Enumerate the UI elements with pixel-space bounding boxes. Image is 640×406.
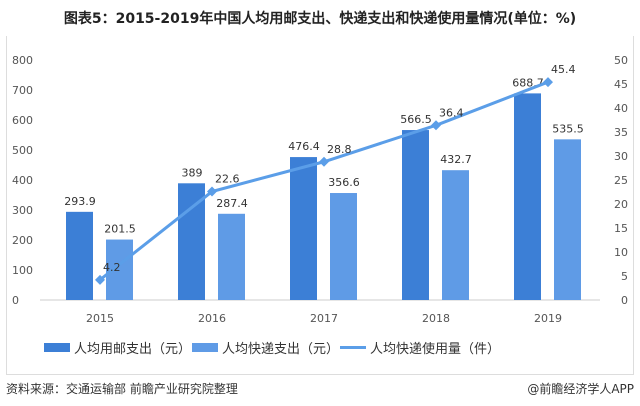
bar-postal (178, 183, 205, 300)
credit: @前瞻经济学人APP (527, 382, 634, 396)
y-right-tick: 0 (621, 294, 628, 307)
bar-postal-label: 566.5 (400, 113, 432, 126)
bar-express-label: 432.7 (440, 153, 472, 166)
bar-postal (290, 157, 317, 300)
y-right-tick: 35 (614, 126, 628, 139)
x-tick: 2019 (534, 312, 562, 325)
y-right-tick: 25 (614, 174, 628, 187)
y-right-tick: 5 (621, 270, 628, 283)
legend-item: 人均快递使用量（件） (340, 338, 500, 357)
bar-postal (402, 130, 429, 300)
y-right-tick: 45 (614, 78, 628, 91)
bar-postal (514, 93, 541, 300)
x-tick: 2015 (86, 312, 114, 325)
legend-label: 人均快递支出（元） (222, 342, 340, 357)
line-usage-label: 28.8 (327, 143, 352, 156)
legend-item: 人均用邮支出（元） (44, 338, 191, 357)
legend-item: 人均快递支出（元） (192, 338, 339, 357)
y-left-tick: 300 (12, 204, 33, 217)
line-usage-label: 22.6 (215, 173, 240, 186)
chart-title: 图表5：2015-2019年中国人均用邮支出、快递支出和快递使用量情况(单位：%… (63, 11, 577, 27)
bar-postal-label: 389 (182, 166, 203, 179)
y-right-tick: 20 (614, 198, 628, 211)
bar-postal-label: 688.7 (512, 76, 544, 89)
y-right-tick: 10 (614, 246, 628, 259)
bar-express (554, 139, 581, 300)
y-left-tick: 700 (12, 84, 33, 97)
bar-express (442, 170, 469, 300)
bar-express-label: 356.6 (328, 176, 360, 189)
y-right-tick: 50 (614, 54, 628, 67)
y-left-tick: 600 (12, 114, 33, 127)
x-tick: 2018 (422, 312, 450, 325)
line-usage-label: 36.4 (439, 106, 464, 119)
line-usage (99, 80, 549, 282)
x-tick: 2016 (198, 312, 226, 325)
y-right-tick: 15 (614, 222, 628, 235)
y-left-tick: 400 (12, 174, 33, 187)
x-tick: 2017 (310, 312, 338, 325)
line-usage-marker (207, 186, 217, 197)
legend-label: 人均快递使用量（件） (370, 342, 501, 357)
legend-line-icon (340, 346, 366, 349)
y-left-tick: 500 (12, 144, 33, 157)
legend-label: 人均用邮支出（元） (74, 342, 192, 357)
bar-express (330, 193, 357, 300)
y-left-tick: 200 (12, 234, 33, 247)
line-usage-label: 45.4 (551, 63, 576, 76)
legend-bar-icon (44, 343, 70, 352)
bar-postal-label: 476.4 (288, 140, 320, 153)
bar-express-label: 201.5 (104, 223, 136, 236)
chart-frame (6, 36, 634, 375)
line-usage-label: 4.2 (103, 261, 121, 274)
source-note: 资料来源：交通运输部 前瞻产业研究院整理 (6, 382, 238, 396)
bar-postal-label: 293.9 (64, 195, 96, 208)
bar-express-label: 287.4 (216, 197, 248, 210)
legend-bar-icon (192, 343, 218, 352)
line-usage-marker (319, 156, 329, 167)
y-left-tick: 0 (12, 294, 19, 307)
line-usage-marker (431, 120, 441, 131)
bar-express (218, 213, 245, 300)
y-left-tick: 100 (12, 264, 33, 277)
y-left-tick: 800 (12, 54, 33, 67)
line-usage-marker (543, 77, 553, 88)
y-right-tick: 30 (614, 150, 628, 163)
bar-express-label: 535.5 (552, 122, 584, 135)
line-usage-marker (95, 274, 105, 285)
y-right-tick: 40 (614, 102, 628, 115)
bar-postal (66, 211, 93, 300)
